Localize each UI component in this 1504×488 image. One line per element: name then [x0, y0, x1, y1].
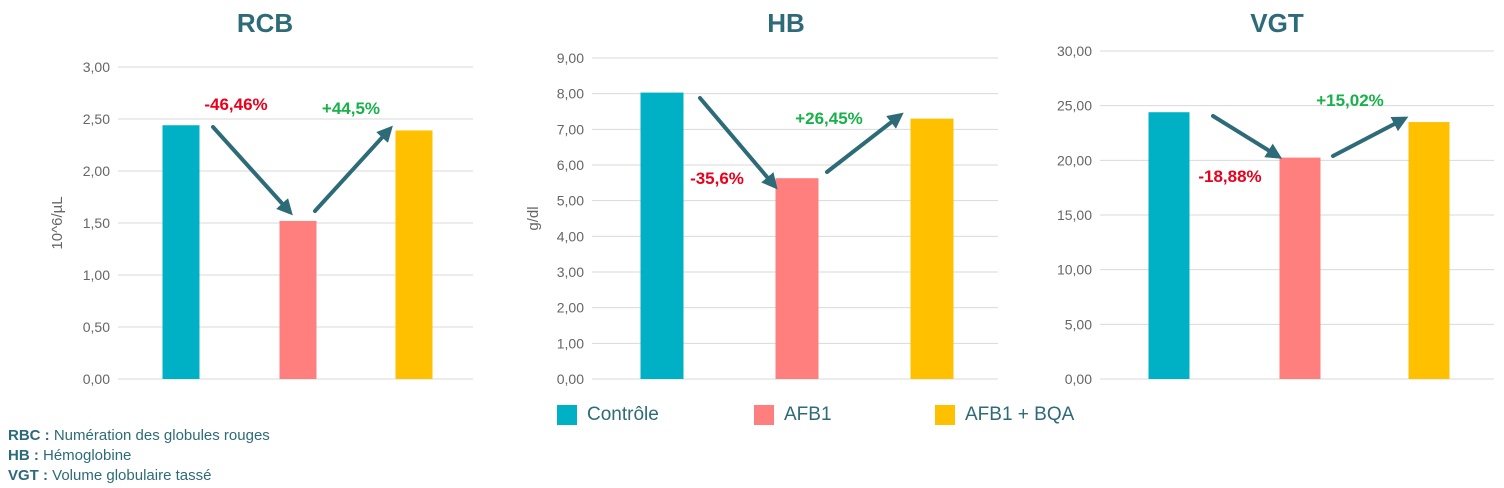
abbr-row-rbc: RBC : Numération des globules rouges	[8, 426, 270, 446]
y-axis-label: 10^6/µL	[49, 196, 66, 249]
abbr-row-hb: HB : Hémoglobine	[8, 446, 270, 466]
legend-swatch-afb1-bqa	[935, 405, 955, 425]
abbr-text-rbc: Numération des globules rouges	[49, 427, 270, 444]
legend-item-afb1-bqa: AFB1 + BQA	[935, 404, 1074, 426]
decrease-percent-label: -46,46%	[204, 95, 267, 114]
abbr-text-vgt: Volume globulaire tassé	[48, 467, 212, 484]
bar-afb1-bqa	[910, 118, 954, 379]
abbr-key-hb: HB :	[8, 447, 39, 464]
legend: Contrôle AFB1 AFB1 + BQA	[0, 404, 1504, 434]
decrease-arrow	[211, 125, 293, 216]
y-tick-label: 2,00	[83, 163, 110, 179]
chart-title: VGT	[1250, 8, 1304, 38]
increase-percent-label: +15,02%	[1316, 91, 1384, 110]
decrease-arrow	[1211, 114, 1283, 159]
chart-vgt: VGT 0,00 5,00 10,00 15,00 20,00 25,00 30,00 -18,…	[1057, 8, 1494, 387]
decrease-percent-label: -18,88%	[1198, 167, 1261, 186]
chart-rcb: RCB 0,00 0,50 1,00 1,50 2,00 2,50 3,00 10^6/µL -4…	[49, 8, 473, 387]
abbr-key-vgt: VGT :	[8, 467, 48, 484]
y-tick-label: 5,00	[1065, 316, 1092, 332]
bar-afb1	[1279, 157, 1321, 379]
y-tick-label: 10,00	[1057, 262, 1092, 278]
y-tick-label: 6,00	[557, 157, 584, 173]
y-tick-label: 0,00	[557, 371, 584, 387]
legend-label-afb1-bqa: AFB1 + BQA	[965, 404, 1075, 425]
y-tick-label: 0,50	[83, 319, 110, 335]
y-tick-label: 3,00	[83, 59, 110, 75]
abbreviation-notes: RBC : Numération des globules rouges HB …	[8, 426, 270, 486]
y-tick-label: 8,00	[557, 86, 584, 102]
increase-percent-label: +44,5%	[322, 99, 380, 118]
bar-afb1	[279, 220, 317, 379]
legend-label-controle: Contrôle	[587, 404, 659, 425]
bar-controle	[162, 125, 200, 380]
legend-label-afb1: AFB1	[784, 404, 832, 425]
legend-swatch-controle	[557, 405, 577, 425]
y-tick-label: 9,00	[557, 50, 584, 66]
y-tick-label: 5,00	[557, 193, 584, 209]
y-tick-label: 7,00	[557, 121, 584, 137]
y-tick-label: 1,50	[83, 215, 110, 231]
y-tick-label: 25,00	[1057, 98, 1092, 114]
increase-percent-label: +26,45%	[795, 109, 863, 128]
y-tick-label: 4,00	[557, 228, 584, 244]
bar-controle	[640, 92, 684, 379]
y-tick-label: 0,00	[83, 371, 110, 387]
y-tick-label: 15,00	[1057, 207, 1092, 223]
y-axis-label: g/dl	[525, 206, 542, 230]
abbr-text-hb: Hémoglobine	[38, 447, 132, 464]
increase-arrow	[313, 125, 393, 213]
y-tick-label: 1,00	[83, 267, 110, 283]
y-tick-label: 3,00	[557, 264, 584, 280]
legend-swatch-afb1	[754, 405, 774, 425]
charts-canvas: RCB 0,00 0,50 1,00 1,50 2,00 2,50 3,00 10^6/µL -4…	[49, 8, 1494, 387]
bar-afb1	[775, 178, 819, 379]
y-tick-label: 2,50	[83, 111, 110, 127]
y-tick-label: 20,00	[1057, 152, 1092, 168]
increase-arrow	[1331, 116, 1409, 158]
y-tick-label: 30,00	[1057, 43, 1092, 59]
decrease-arrow	[698, 96, 778, 190]
abbr-row-vgt: VGT : Volume globulaire tassé	[8, 466, 270, 486]
chart-hb: HB 0,00 1,00 2,00 3,00 4,00 5,00 6,00 7,00 8,00 9,…	[525, 8, 998, 387]
y-tick-label: 2,00	[557, 300, 584, 316]
chart-title: HB	[767, 8, 805, 38]
decrease-percent-label: -35,6%	[690, 169, 744, 188]
chart-title: RCB	[237, 8, 293, 38]
bar-afb1-bqa	[395, 130, 433, 379]
bar-controle	[1148, 112, 1190, 379]
y-tick-label: 1,00	[557, 335, 584, 351]
legend-item-afb1: AFB1	[754, 404, 832, 426]
legend-item-controle: Contrôle	[557, 404, 659, 426]
abbr-key-rbc: RBC :	[8, 427, 50, 444]
bar-afb1-bqa	[1408, 122, 1450, 380]
increase-arrow	[825, 112, 904, 174]
y-tick-label: 0,00	[1065, 371, 1092, 387]
